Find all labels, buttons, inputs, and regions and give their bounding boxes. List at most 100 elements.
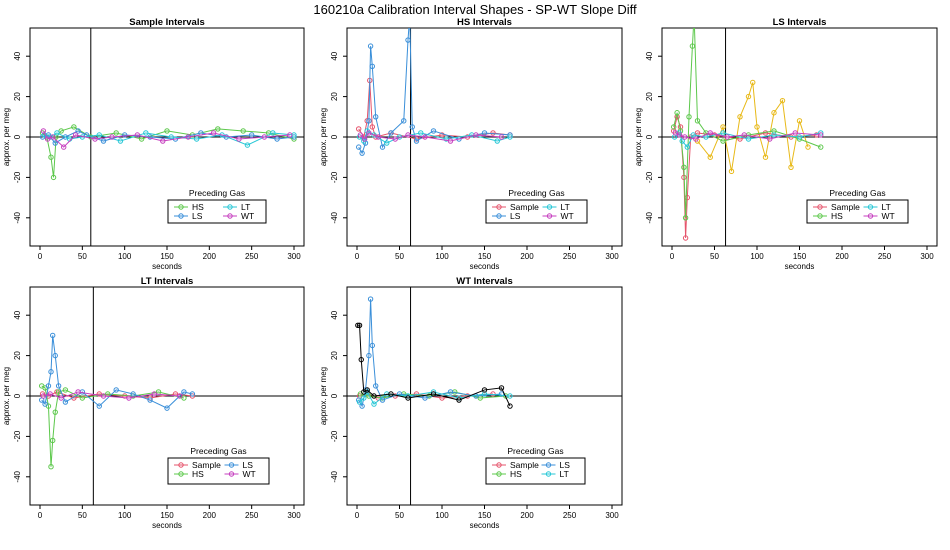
data-point: [358, 356, 364, 363]
data-point: [494, 138, 500, 144]
data-point: [164, 128, 170, 134]
data-point: [689, 43, 696, 49]
data-point: [366, 130, 372, 136]
data-point: [686, 114, 692, 120]
y-tick-label: 20: [13, 92, 22, 101]
series-line: [359, 130, 511, 144]
data-point: [779, 97, 786, 104]
x-axis-label: seconds: [470, 262, 500, 271]
legend-entry-WT: WT: [241, 211, 254, 221]
data-point: [375, 134, 381, 140]
legend-swatch-point: [546, 204, 553, 210]
series-extra: [694, 79, 811, 175]
legend-swatch-point: [227, 204, 233, 210]
legend-entry-HS: HS: [192, 202, 204, 212]
y-tick-label: -20: [645, 171, 654, 183]
data-point: [694, 118, 701, 124]
data-point: [369, 63, 375, 70]
x-tick-label: 50: [395, 252, 404, 261]
y-tick-label: -20: [13, 430, 22, 442]
y-axis-label: approx. per meg: [2, 108, 11, 166]
data-point: [181, 389, 187, 395]
data-point: [147, 397, 153, 403]
data-point: [401, 118, 407, 124]
data-point: [193, 136, 200, 142]
x-tick-label: 0: [355, 511, 360, 520]
y-tick-label: 0: [13, 134, 22, 139]
x-tick-label: 150: [793, 252, 807, 261]
data-point: [113, 130, 119, 136]
data-point: [270, 130, 276, 136]
data-point: [61, 144, 67, 150]
data-point: [71, 124, 77, 130]
data-point: [44, 136, 51, 142]
data-point: [55, 383, 62, 389]
legend-swatch-point: [496, 462, 502, 468]
data-point: [42, 401, 48, 407]
data-point: [287, 132, 293, 138]
legend-entry-Sample: Sample: [510, 202, 539, 212]
data-point: [481, 387, 488, 393]
data-point: [682, 235, 689, 241]
data-point: [684, 144, 690, 150]
data-point: [371, 401, 377, 407]
data-point: [62, 399, 69, 405]
legend-swatch-point: [178, 213, 184, 219]
x-tick-label: 50: [395, 511, 404, 520]
data-point: [219, 132, 225, 138]
data-point: [96, 403, 102, 409]
y-axis-label: approx. per meg: [319, 108, 328, 166]
legend-entry-LS: LS: [243, 460, 254, 470]
series-line: [41, 335, 193, 409]
x-tick-label: 0: [355, 252, 360, 261]
data-point: [422, 134, 428, 140]
data-point: [405, 132, 411, 138]
y-tick-label: 40: [645, 51, 654, 60]
data-point: [359, 150, 365, 156]
y-tick-label: 20: [13, 351, 22, 360]
x-tick-label: 250: [563, 252, 577, 261]
y-tick-label: 0: [13, 393, 22, 398]
data-point: [498, 391, 505, 397]
data-point: [741, 132, 747, 138]
legend-entry-HS: HS: [192, 469, 204, 479]
data-point: [788, 164, 794, 171]
x-tick-label: 250: [563, 511, 577, 520]
data-point: [52, 352, 58, 359]
data-point: [388, 130, 394, 136]
data-point: [121, 132, 128, 138]
legend-entry-LT: LT: [241, 202, 250, 212]
x-tick-label: 100: [435, 511, 449, 520]
data-point: [361, 395, 367, 401]
legend-swatch-point: [867, 213, 874, 219]
data-point: [430, 391, 437, 397]
data-point: [430, 128, 437, 134]
data-point: [366, 118, 372, 124]
data-point: [189, 391, 196, 397]
series-HS: [357, 389, 509, 401]
data-point: [745, 136, 752, 142]
data-point: [48, 464, 54, 470]
series-WT: [357, 130, 505, 144]
x-tick-label: 300: [287, 511, 301, 520]
series-WT: [40, 128, 293, 150]
data-point: [379, 144, 386, 150]
legend-entry-Sample: Sample: [831, 202, 860, 212]
data-point: [50, 174, 57, 181]
panel-title: LS Intervals: [773, 17, 827, 28]
x-tick-label: 150: [478, 252, 492, 261]
data-point: [754, 124, 760, 130]
y-tick-label: 0: [645, 134, 654, 139]
data-point: [671, 124, 677, 130]
data-point: [181, 395, 187, 401]
legend-title: Preceding Gas: [190, 446, 246, 456]
legend-entry-WT: WT: [243, 469, 256, 479]
x-tick-label: 150: [160, 511, 174, 520]
legend-swatch-point: [817, 213, 823, 219]
data-point: [58, 128, 64, 134]
y-tick-label: 40: [13, 310, 22, 319]
plot-area: [30, 287, 304, 505]
data-point: [79, 395, 86, 401]
